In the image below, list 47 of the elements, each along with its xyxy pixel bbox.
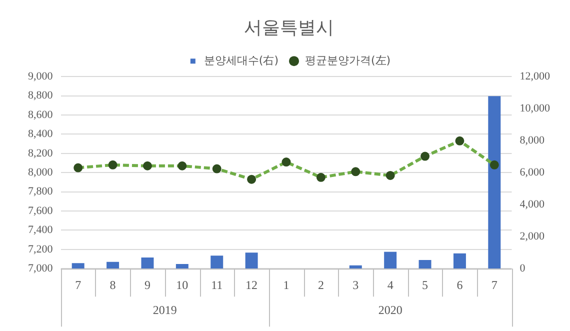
bar <box>418 260 432 269</box>
y-tick-label: 7,600 <box>28 204 54 217</box>
x-tick-label: 1 <box>283 278 290 292</box>
y2-tick-label: 10,000 <box>520 102 550 114</box>
y-tick-label: 8,600 <box>28 108 54 121</box>
y2-tick-label: 12,000 <box>520 70 550 82</box>
y-tick-label: 7,400 <box>28 224 54 236</box>
y-tick-label: 8,400 <box>28 128 54 140</box>
bar <box>176 264 188 269</box>
x-tick-label: 12 <box>246 278 258 292</box>
y-tick-label: 7,200 <box>28 243 54 256</box>
bar <box>488 96 501 269</box>
bar <box>453 253 466 269</box>
y2-tick-label: 8,000 <box>520 134 545 146</box>
legend-label: 평균분양가격(左) <box>305 54 391 67</box>
y-tick-label: 8,000 <box>28 166 54 178</box>
x-tick-label: 7 <box>491 278 498 292</box>
x-tick-label: 5 <box>422 278 428 292</box>
bar <box>349 265 362 269</box>
x-tick-label: 11 <box>211 278 223 292</box>
text: 2020 <box>378 302 402 317</box>
y-tick-label: 8,200 <box>28 147 54 160</box>
chart-title: 서울특별시 <box>244 17 334 38</box>
x-tick-label: 9 <box>144 278 150 292</box>
text: 2019 <box>152 302 177 317</box>
y2-tick-label: 2,000 <box>520 230 545 242</box>
y2-tick-label: 6,000 <box>520 166 545 178</box>
bar <box>384 252 397 269</box>
bar <box>141 258 154 269</box>
bar <box>210 256 224 269</box>
y-tick-label: 9,000 <box>28 70 54 82</box>
y-tick-label: 7,000 <box>28 262 54 274</box>
x-tick-label: 8 <box>110 278 116 292</box>
legend-label: 분양세대수(右) <box>204 54 279 67</box>
y-tick-label: 8,800 <box>28 90 54 102</box>
x-tick-label: 7 <box>75 278 82 292</box>
y-tick-label: 7,800 <box>28 186 54 198</box>
x-tick-label: 3 <box>352 278 359 292</box>
y2-tick-label: 4,000 <box>520 198 545 210</box>
x-tick-label: 2 <box>318 278 324 292</box>
bar <box>245 252 258 269</box>
x-tick-label: 6 <box>456 278 463 292</box>
y2-tick-label: 0 <box>520 262 526 274</box>
bar <box>72 263 84 269</box>
x-tick-label: 4 <box>387 278 394 292</box>
bar <box>106 262 120 269</box>
x-tick-label: 10 <box>176 278 188 292</box>
